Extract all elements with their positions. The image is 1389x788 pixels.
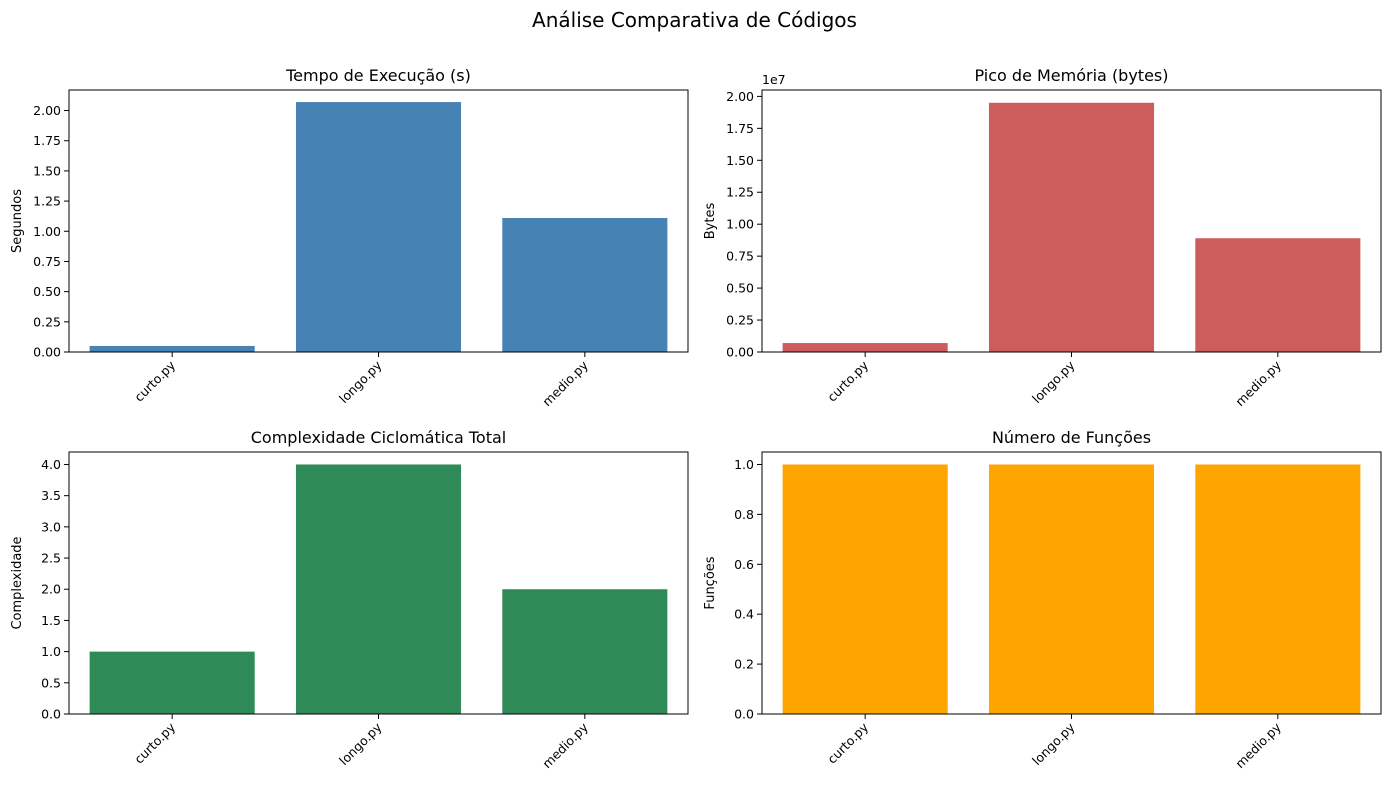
cyclomatic-complexity-title: Complexidade Ciclomática Total bbox=[251, 428, 506, 447]
execution-time-title: Tempo de Execução (s) bbox=[285, 66, 471, 85]
cyclomatic-complexity-ylabel: Complexidade bbox=[10, 536, 25, 629]
peak-memory-chart: 0.00 0.25 0.50 0.75 1.00 1.25 1.50 1.75 2.00 curt… bbox=[703, 66, 1382, 409]
function-count-ytick-label: 0.0 bbox=[734, 707, 754, 722]
figure-title: Análise Comparativa de Códigos bbox=[532, 8, 857, 32]
peak-memory-ytick-label: 2.00 bbox=[726, 89, 754, 104]
execution-time-ytick-label: 1.50 bbox=[33, 163, 61, 178]
chart-panels: 0.00 0.25 0.50 0.75 1.00 1.25 1.50 1.75 2.00 curt… bbox=[10, 66, 1382, 771]
cyclomatic-complexity-ytick-label: 1.5 bbox=[41, 613, 61, 628]
execution-time-ytick-label: 1.00 bbox=[33, 224, 61, 239]
execution-time-ytick-label: 1.75 bbox=[33, 133, 61, 148]
cyclomatic-complexity-chart: 0.0 0.5 1.0 1.5 2.0 2.5 3.0 3.5 4.0 curto.py longo… bbox=[10, 428, 689, 771]
function-count-ytick-label: 0.6 bbox=[734, 557, 754, 572]
peak-memory-ytick-label: 1.00 bbox=[726, 217, 754, 232]
function-count-title: Número de Funções bbox=[992, 428, 1151, 447]
cyclomatic-complexity-bar-1 bbox=[89, 651, 255, 714]
execution-time-bar-1 bbox=[89, 345, 255, 352]
peak-memory-ytick-label: 0.50 bbox=[726, 281, 754, 296]
execution-time-ytick-label: 0.50 bbox=[33, 284, 61, 299]
execution-time-xtick-label: medio.py bbox=[539, 357, 591, 409]
execution-time-ytick-label: 0.75 bbox=[33, 254, 61, 269]
function-count-ylabel: Funções bbox=[703, 556, 718, 609]
peak-memory-bar-3 bbox=[1195, 238, 1361, 352]
cyclomatic-complexity-ytick-label: 0.5 bbox=[41, 675, 61, 690]
cyclomatic-complexity-xtick-label: longo.py bbox=[336, 719, 385, 768]
cyclomatic-complexity-ytick-label: 2.0 bbox=[41, 582, 61, 597]
execution-time-ytick-label: 0.25 bbox=[33, 314, 61, 329]
function-count-xtick-label: longo.py bbox=[1029, 719, 1078, 768]
function-count-xtick-label: curto.py bbox=[824, 719, 871, 766]
peak-memory-bar-2 bbox=[988, 102, 1155, 352]
peak-memory-ytick-label: 0.75 bbox=[726, 249, 754, 264]
cyclomatic-complexity-xtick-label: curto.py bbox=[131, 719, 178, 766]
execution-time-ytick-label: 2.00 bbox=[33, 103, 61, 118]
cyclomatic-complexity-bar-3 bbox=[502, 589, 668, 714]
cyclomatic-complexity-ytick-label: 4.0 bbox=[41, 457, 61, 472]
cyclomatic-complexity-ytick-label: 2.5 bbox=[41, 551, 61, 566]
cyclomatic-complexity-ytick-label: 0.0 bbox=[41, 707, 61, 722]
function-count-bar-1 bbox=[782, 464, 948, 714]
peak-memory-ytick-label: 1.25 bbox=[726, 185, 754, 200]
peak-memory-offset-text: 1e7 bbox=[762, 72, 786, 87]
peak-memory-bar-1 bbox=[782, 343, 948, 352]
peak-memory-ytick-label: 1.50 bbox=[726, 153, 754, 168]
function-count-bar-3 bbox=[1195, 464, 1361, 714]
function-count-chart: 0.0 0.2 0.4 0.6 0.8 1.0 curto.py longo.py medio.… bbox=[703, 428, 1382, 771]
cyclomatic-complexity-ytick-label: 3.0 bbox=[41, 519, 61, 534]
execution-time-bar-3 bbox=[502, 217, 668, 352]
execution-time-bar-2 bbox=[295, 102, 462, 352]
execution-time-ylabel: Segundos bbox=[10, 189, 25, 253]
execution-time-ytick-label: 0.00 bbox=[33, 345, 61, 360]
cyclomatic-complexity-ytick-label: 1.0 bbox=[41, 644, 61, 659]
function-count-ytick-label: 1.0 bbox=[734, 457, 754, 472]
peak-memory-xtick-label: longo.py bbox=[1029, 357, 1078, 406]
peak-memory-ytick-label: 0.00 bbox=[726, 345, 754, 360]
peak-memory-xtick-label: curto.py bbox=[824, 357, 871, 404]
execution-time-ytick-label: 1.25 bbox=[33, 194, 61, 209]
function-count-bar-2 bbox=[988, 464, 1155, 714]
peak-memory-ytick-label: 0.25 bbox=[726, 313, 754, 328]
execution-time-xtick-label: longo.py bbox=[336, 357, 385, 406]
peak-memory-title: Pico de Memória (bytes) bbox=[975, 66, 1169, 85]
cyclomatic-complexity-bar-2 bbox=[295, 464, 462, 714]
function-count-ytick-label: 0.4 bbox=[734, 607, 754, 622]
execution-time-chart: 0.00 0.25 0.50 0.75 1.00 1.25 1.50 1.75 2.00 curt… bbox=[10, 66, 689, 409]
function-count-ytick-label: 0.8 bbox=[734, 507, 754, 522]
cyclomatic-complexity-xtick-label: medio.py bbox=[539, 719, 591, 771]
peak-memory-ylabel: Bytes bbox=[703, 203, 718, 240]
function-count-xtick-label: medio.py bbox=[1232, 719, 1284, 771]
execution-time-xtick-label: curto.py bbox=[131, 357, 178, 404]
peak-memory-ytick-label: 1.75 bbox=[726, 121, 754, 136]
function-count-ytick-label: 0.2 bbox=[734, 657, 754, 672]
peak-memory-xtick-label: medio.py bbox=[1232, 357, 1284, 409]
cyclomatic-complexity-ytick-label: 3.5 bbox=[41, 488, 61, 503]
